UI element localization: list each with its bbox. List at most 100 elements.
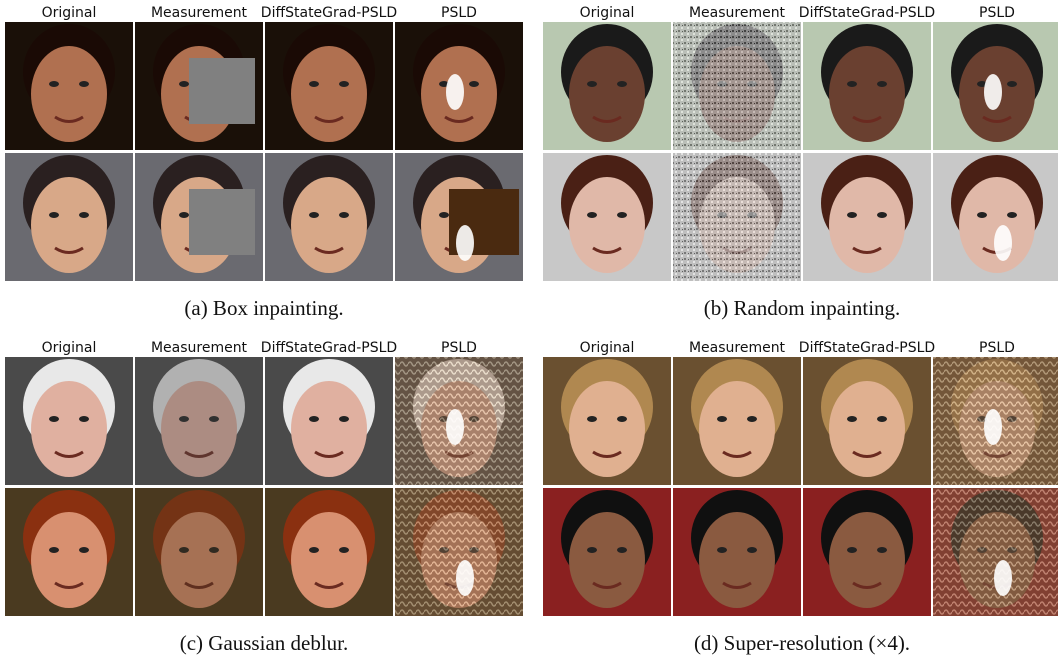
eye (179, 81, 189, 87)
face-image (5, 357, 133, 485)
face-image (135, 488, 263, 616)
face (829, 177, 905, 273)
eye (587, 212, 597, 218)
eye (309, 81, 319, 87)
eye (339, 81, 349, 87)
face (291, 512, 367, 608)
eye (877, 212, 887, 218)
face-image (673, 357, 801, 485)
face-image (135, 153, 263, 281)
eye (309, 547, 319, 553)
face-image (395, 153, 523, 281)
eye (977, 212, 987, 218)
face (31, 46, 107, 142)
artifact (994, 560, 1012, 596)
face (959, 177, 1035, 273)
eye (617, 547, 627, 553)
eye (717, 547, 727, 553)
eye (49, 212, 59, 218)
column-header: PSLD (979, 340, 1015, 356)
column-header: Measurement (151, 5, 248, 21)
column-header: Measurement (151, 340, 248, 356)
face-image (803, 22, 931, 150)
artifact (984, 74, 1002, 110)
eye (339, 416, 349, 422)
eye (1007, 212, 1017, 218)
face (31, 381, 107, 477)
artifact (456, 225, 474, 261)
eye (79, 547, 89, 553)
column-header: Original (42, 340, 97, 356)
face-image (933, 357, 1058, 485)
face-image (543, 488, 671, 616)
face (569, 512, 645, 608)
face (569, 381, 645, 477)
eye (49, 547, 59, 553)
face-image (5, 153, 133, 281)
face-image (803, 488, 931, 616)
eye (587, 81, 597, 87)
eye (49, 416, 59, 422)
caption: (c) Gaussian deblur. (180, 631, 349, 655)
face-image (265, 488, 393, 616)
eye (179, 212, 189, 218)
eye (339, 212, 349, 218)
face-image (933, 488, 1058, 616)
face-image (5, 22, 133, 150)
face-image (395, 22, 523, 150)
column-header: Original (42, 5, 97, 21)
face-image (135, 357, 263, 485)
column-header: DiffStateGrad-PSLD (261, 340, 397, 356)
page: Original Measurement DiffStateGrad-PSLD PSL… (0, 0, 1058, 662)
face (829, 46, 905, 142)
eye (877, 81, 887, 87)
face-image (395, 357, 523, 485)
mask-box (189, 58, 255, 124)
artifact (395, 488, 523, 616)
column-header: PSLD (441, 5, 477, 21)
eye (617, 81, 627, 87)
face-image (265, 153, 393, 281)
column-header: DiffStateGrad-PSLD (799, 5, 935, 21)
blur (135, 357, 263, 485)
face (699, 381, 775, 477)
blur (135, 488, 263, 616)
column-header: DiffStateGrad-PSLD (261, 5, 397, 21)
eye (309, 416, 319, 422)
column-header: Original (580, 5, 635, 21)
eye (747, 547, 757, 553)
face-image (543, 22, 671, 150)
face (291, 46, 367, 142)
face-image (673, 153, 801, 281)
face (829, 512, 905, 608)
face-image (933, 153, 1058, 281)
caption: (b) Random inpainting. (704, 296, 901, 320)
eye (79, 416, 89, 422)
face (569, 46, 645, 142)
column-header: Measurement (689, 340, 786, 356)
column-header: Original (580, 340, 635, 356)
mask-box (189, 189, 255, 255)
artifact (456, 560, 474, 596)
eye (747, 416, 757, 422)
eye (339, 547, 349, 553)
noise (673, 22, 801, 150)
face (291, 177, 367, 273)
eye (617, 416, 627, 422)
eye (587, 547, 597, 553)
artifact (984, 409, 1002, 445)
face-image (135, 22, 263, 150)
eye (877, 416, 887, 422)
artifact (446, 409, 464, 445)
face-image (933, 22, 1058, 150)
face-image (673, 22, 801, 150)
eye (79, 81, 89, 87)
eye (877, 547, 887, 553)
face-image (803, 357, 931, 485)
eye (587, 416, 597, 422)
eye (847, 212, 857, 218)
face (569, 177, 645, 273)
eye (79, 212, 89, 218)
face-image (265, 22, 393, 150)
face (829, 381, 905, 477)
